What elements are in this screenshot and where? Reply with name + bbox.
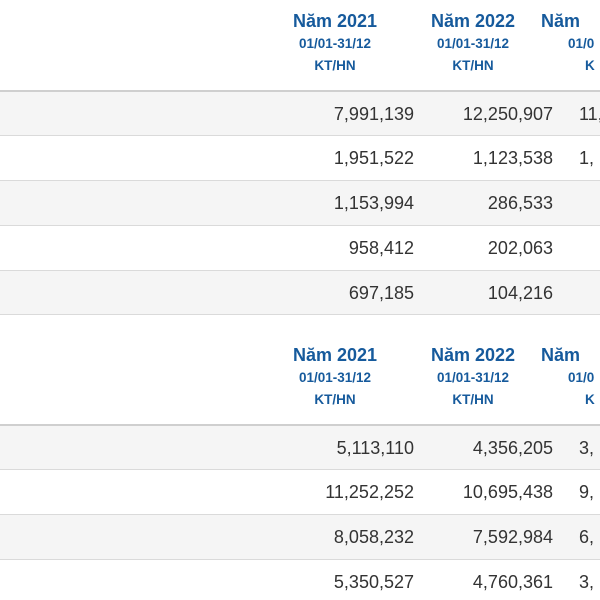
column-unit: KT/HN xyxy=(452,58,494,73)
column-header-2022[interactable]: Năm 2022 01/01-31/12 KT/HN xyxy=(403,334,543,408)
table-row[interactable]: 8,058,232 7,592,984 6, xyxy=(0,514,600,559)
value-2022: 12,250,907 xyxy=(462,104,553,124)
value-2022: 4,760,361 xyxy=(472,572,553,592)
column-year: Năm xyxy=(541,11,581,31)
table-row[interactable]: 1,153,994 286,533 xyxy=(0,180,600,225)
column-header-2021[interactable]: Năm 2021 01/01-31/12 KT/HN xyxy=(265,334,405,408)
period-header-1: Năm 2021 01/01-31/12 KT/HN Năm 2022 01/0… xyxy=(0,0,600,78)
column-date-range: 01/0 xyxy=(568,36,595,51)
data-table-1: 7,991,139 12,250,907 11, 1,951,522 1,123… xyxy=(0,90,600,315)
value-2021: 697,185 xyxy=(348,283,414,303)
value-2022: 7,592,984 xyxy=(472,527,553,547)
table-row[interactable]: 7,991,139 12,250,907 11, xyxy=(0,90,600,135)
column-unit: K xyxy=(585,392,595,407)
value-next: 1, xyxy=(579,148,595,168)
value-2021: 7,991,139 xyxy=(333,104,414,124)
value-next: 9, xyxy=(579,482,595,502)
value-next: 6, xyxy=(579,527,595,547)
value-2022: 286,533 xyxy=(487,193,553,213)
column-unit: KT/HN xyxy=(314,58,356,73)
column-date-range: 01/0 xyxy=(568,370,595,385)
table-row[interactable]: 958,412 202,063 xyxy=(0,225,600,270)
value-next: 3, xyxy=(579,438,595,458)
value-2022: 104,216 xyxy=(487,283,553,303)
column-date-range: 01/01-31/12 xyxy=(298,370,372,385)
data-table-2: 5,113,110 4,356,205 3, 11,252,252 10,695… xyxy=(0,424,600,600)
table-row[interactable]: 697,185 104,216 xyxy=(0,270,600,315)
column-date-range: 01/01-31/12 xyxy=(298,36,372,51)
column-year: Năm 2022 xyxy=(430,11,516,31)
column-header-next[interactable]: Năm 01/0 K xyxy=(541,334,600,408)
column-unit: KT/HN xyxy=(452,392,494,407)
value-2022: 1,123,538 xyxy=(472,148,553,168)
value-2021: 1,153,994 xyxy=(333,193,414,213)
value-2021: 1,951,522 xyxy=(333,148,414,168)
value-2022: 202,063 xyxy=(487,238,553,258)
table-row[interactable]: 1,951,522 1,123,538 1, xyxy=(0,135,600,180)
table-row[interactable]: 5,350,527 4,760,361 3, xyxy=(0,559,600,600)
table-row[interactable]: 5,113,110 4,356,205 3, xyxy=(0,424,600,469)
column-header-2022[interactable]: Năm 2022 01/01-31/12 KT/HN xyxy=(403,0,543,74)
column-unit: K xyxy=(585,58,595,73)
value-2021: 5,350,527 xyxy=(333,572,414,592)
column-date-range: 01/01-31/12 xyxy=(436,370,510,385)
column-date-range: 01/01-31/12 xyxy=(436,36,510,51)
value-next: 3, xyxy=(579,572,595,592)
value-2022: 4,356,205 xyxy=(472,438,553,458)
value-2021: 11,252,252 xyxy=(325,482,414,502)
table-row[interactable]: 11,252,252 10,695,438 9, xyxy=(0,469,600,514)
column-header-next[interactable]: Năm 01/0 K xyxy=(541,0,600,74)
column-year: Năm xyxy=(541,345,581,365)
period-header-2: Năm 2021 01/01-31/12 KT/HN Năm 2022 01/0… xyxy=(0,334,600,412)
value-2021: 8,058,232 xyxy=(333,527,414,547)
value-2022: 10,695,438 xyxy=(462,482,553,502)
column-year: Năm 2021 xyxy=(292,345,378,365)
column-header-2021[interactable]: Năm 2021 01/01-31/12 KT/HN xyxy=(265,0,405,74)
column-year: Năm 2022 xyxy=(430,345,516,365)
column-unit: KT/HN xyxy=(314,392,356,407)
value-2021: 5,113,110 xyxy=(336,438,414,458)
value-next: 11, xyxy=(579,104,600,124)
column-year: Năm 2021 xyxy=(292,11,378,31)
value-2021: 958,412 xyxy=(348,238,414,258)
